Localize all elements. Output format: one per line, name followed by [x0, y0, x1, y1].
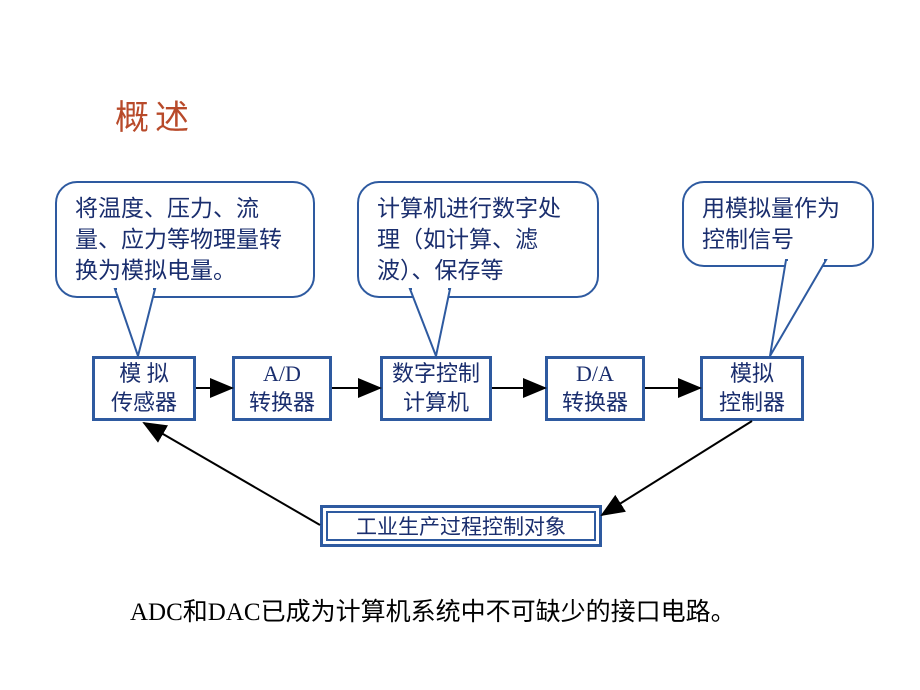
node-sensor: 模 拟 传感器: [92, 356, 196, 421]
node-process-object: 工业生产过程控制对象: [320, 505, 602, 547]
callout-controller: 用模拟量作为控制信号: [682, 181, 874, 267]
callout-computer: 计算机进行数字处理（如计算、滤波）、保存等: [357, 181, 599, 298]
callout-text: 计算机进行数字处理（如计算、滤波）、保存等: [377, 196, 561, 283]
node-line2: 计算机: [403, 389, 469, 418]
node-line1: 模拟: [730, 360, 774, 389]
node-line1: 数字控制: [392, 360, 480, 389]
node-text: 工业生产过程控制对象: [356, 511, 566, 541]
node-line2: 传感器: [111, 389, 177, 418]
node-line1: A/D: [263, 360, 301, 389]
callout-text: 用模拟量作为控制信号: [702, 196, 840, 252]
node-line1: D/A: [576, 360, 614, 389]
node-line2: 控制器: [719, 389, 785, 418]
node-dac: D/A 转换器: [545, 356, 645, 421]
node-line2: 转换器: [249, 389, 315, 418]
callout-text: 将温度、压力、流量、应力等物理量转换为模拟电量。: [75, 196, 282, 283]
node-line1: 模 拟: [119, 360, 169, 389]
node-adc: A/D 转换器: [232, 356, 332, 421]
page-title: 概述: [115, 90, 195, 139]
callout-sensor: 将温度、压力、流量、应力等物理量转换为模拟电量。: [55, 181, 315, 298]
footer-text: ADC和DAC已成为计算机系统中不可缺少的接口电路。: [130, 592, 736, 628]
node-computer: 数字控制 计算机: [380, 356, 492, 421]
node-line2: 转换器: [562, 389, 628, 418]
node-process-object-inner: 工业生产过程控制对象: [326, 511, 596, 541]
node-controller: 模拟 控制器: [700, 356, 804, 421]
